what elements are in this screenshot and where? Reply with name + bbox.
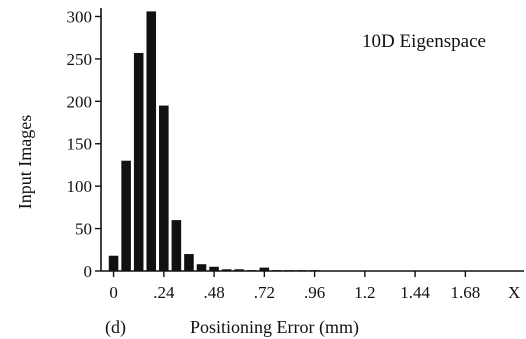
histogram-bar xyxy=(259,267,270,271)
histogram-bar xyxy=(184,254,194,271)
histogram-bar xyxy=(121,160,131,271)
histogram-bar xyxy=(159,105,169,271)
x-tick-label: 1.68 xyxy=(450,283,480,302)
histogram-bar xyxy=(133,52,144,272)
histogram-bar xyxy=(209,266,219,271)
y-tick-label: 50 xyxy=(75,220,92,239)
y-ticks-group: 0 50 100 150 200 250 300 xyxy=(67,7,101,281)
x-tick-label: 0 xyxy=(109,283,118,302)
y-tick-label: 0 xyxy=(84,262,93,281)
x-tick-label: .72 xyxy=(254,283,275,302)
x-tick-label: 1.44 xyxy=(400,283,430,302)
y-tick-label: 100 xyxy=(67,177,93,196)
histogram-bar xyxy=(221,269,232,271)
panel-label: (d) xyxy=(105,317,126,338)
histogram-bar xyxy=(234,269,244,271)
x-tick-label: .96 xyxy=(304,283,325,302)
x-tick-label: .24 xyxy=(153,283,175,302)
y-tick-label: 250 xyxy=(67,50,93,69)
histogram-bar xyxy=(108,255,119,271)
x-ticks-group: 0 .24 .48 .72 .96 1.2 1.44 1.68 xyxy=(109,271,480,302)
x-tick-label: 1.2 xyxy=(354,283,375,302)
x-axis-title: Positioning Error (mm) xyxy=(190,317,359,338)
y-axis-title: Input Images xyxy=(15,115,35,209)
y-tick-label: 150 xyxy=(67,135,93,154)
y-tick-label: 200 xyxy=(67,92,93,111)
histogram-bar xyxy=(146,11,157,271)
histogram-bar xyxy=(171,220,182,271)
x-tick-label: .48 xyxy=(203,283,224,302)
y-tick-label: 300 xyxy=(67,7,93,26)
x-axis-end-label: X xyxy=(508,283,520,302)
bars-group xyxy=(108,11,320,272)
histogram-bar xyxy=(196,264,207,271)
chart-title: 10D Eigenspace xyxy=(362,31,486,52)
